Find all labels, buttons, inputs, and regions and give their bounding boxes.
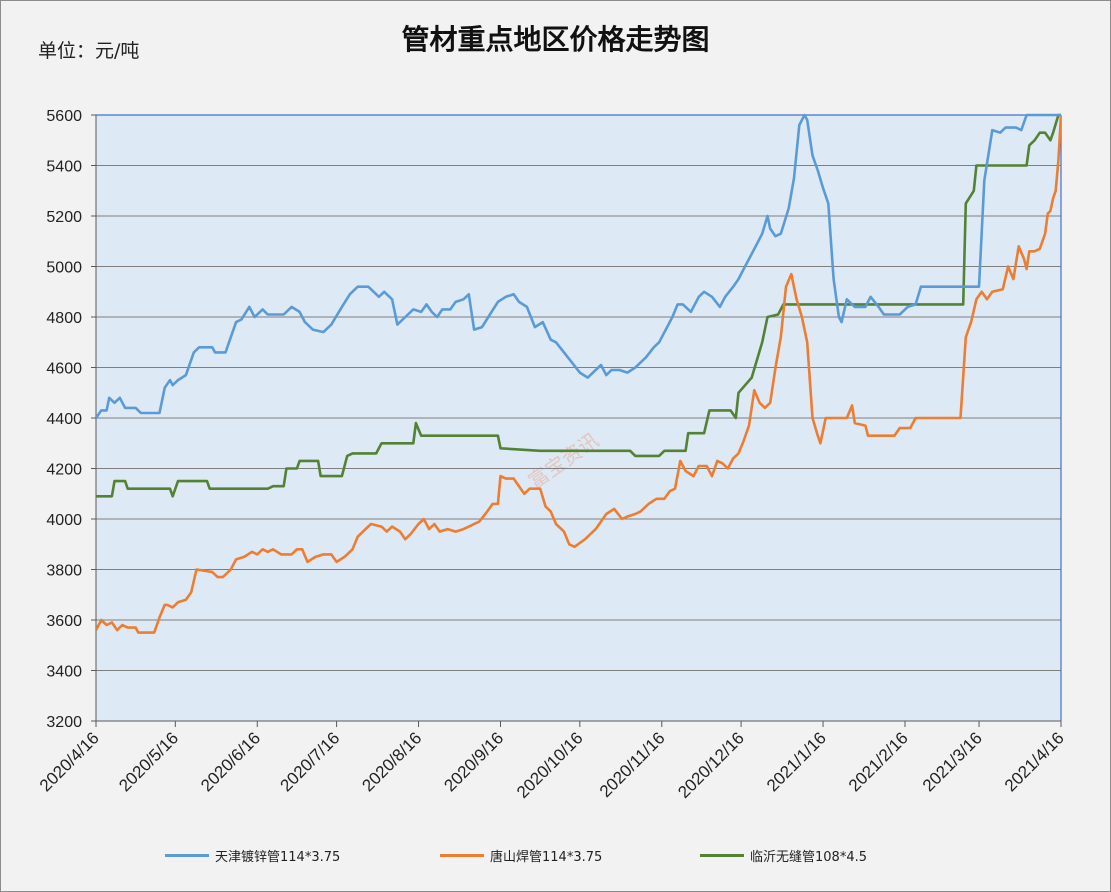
x-tick-label: 2020/12/16: [674, 728, 748, 802]
legend-item: 临沂无缝管108*4.5: [700, 846, 867, 865]
x-tick-label: 2020/8/16: [358, 728, 425, 795]
x-tick-label: 2020/10/16: [513, 728, 587, 802]
legend-swatch: [700, 854, 744, 857]
x-tick-label: 2020/9/16: [440, 728, 507, 795]
y-tick-label: 4600: [46, 361, 82, 378]
series-line-1: [96, 113, 1061, 419]
series-line-2: [96, 114, 1061, 634]
y-tick-label: 4200: [46, 462, 82, 479]
y-tick-label: 3600: [46, 613, 82, 630]
legend: 天津镀锌管114*3.75 唐山焊管114*3.75 临沂无缝管108*4.5: [0, 846, 1111, 868]
unit-label: 单位：元/吨: [38, 40, 140, 62]
x-tick-label: 2020/6/16: [197, 728, 264, 795]
x-tick-label: 2021/3/16: [919, 728, 986, 795]
x-tick-label: 2020/4/16: [36, 728, 103, 795]
y-tick-label: 5400: [46, 159, 82, 176]
legend-label: 唐山焊管114*3.75: [490, 850, 603, 865]
y-tick-label: 5000: [46, 260, 82, 277]
x-tick-label: 2021/1/16: [763, 728, 830, 795]
y-tick-label: 4800: [46, 310, 82, 327]
x-tick-label: 2020/11/16: [596, 728, 669, 801]
x-tick-label: 2020/7/16: [276, 728, 343, 795]
legend-label: 天津镀锌管114*3.75: [215, 850, 341, 865]
y-tick-label: 3400: [46, 664, 82, 681]
y-tick-label: 5600: [46, 108, 82, 125]
series-line-3: [96, 113, 1061, 498]
legend-label: 临沂无缝管108*4.5: [750, 850, 867, 865]
y-tick-label: 5200: [46, 209, 82, 226]
y-tick-label: 4000: [46, 512, 82, 529]
legend-swatch: [440, 854, 484, 857]
x-tick-label: 2021/4/16: [1001, 728, 1068, 795]
chart-title: 管材重点地区价格走势图: [401, 23, 710, 56]
legend-item: 天津镀锌管114*3.75: [165, 846, 340, 865]
y-tick-label: 3200: [46, 714, 82, 731]
x-tick-label: 2021/2/16: [845, 728, 912, 795]
x-tick-label: 2020/5/16: [115, 728, 182, 795]
legend-item: 唐山焊管114*3.75: [440, 846, 602, 865]
y-tick-label: 4400: [46, 411, 82, 428]
legend-swatch: [165, 854, 209, 857]
y-tick-label: 3800: [46, 563, 82, 580]
